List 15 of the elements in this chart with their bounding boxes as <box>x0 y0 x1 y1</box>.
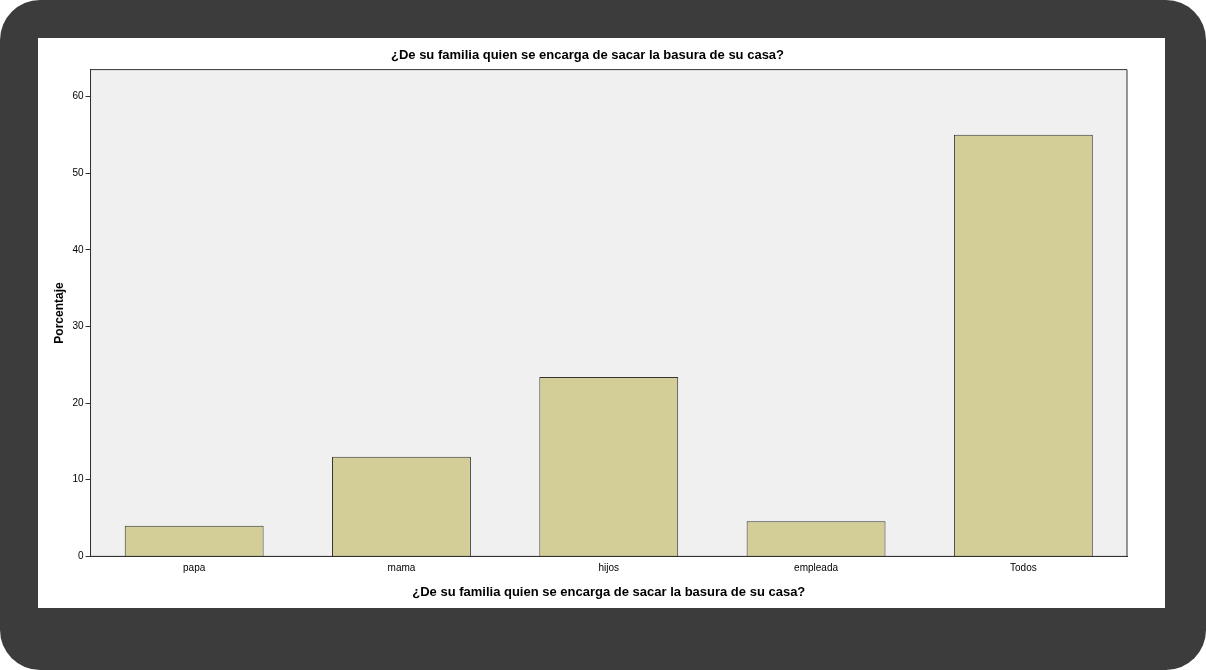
x-tick-label: empleada <box>794 562 839 574</box>
y-tick-label: 50 <box>72 166 84 178</box>
y-axis-title: Porcentaje <box>51 281 66 344</box>
x-tick-label: papa <box>183 562 206 574</box>
x-axis-title: ¿De su familia quien se encarga de sacar la basura de su casa? <box>412 583 806 599</box>
chart-title: ¿De su familia quien se encarga de sacar la basura de su casa? <box>390 47 785 63</box>
y-tick-label: 10 <box>72 473 84 485</box>
x-tick-label: mama <box>387 562 416 574</box>
x-tick-label: Todos <box>1010 562 1037 574</box>
y-tick-label: 60 <box>72 90 84 102</box>
x-tick-label: hijos <box>598 562 620 574</box>
y-tick-label: 30 <box>72 320 84 332</box>
y-tick-label: 20 <box>72 396 84 408</box>
y-tick-label: 40 <box>72 243 84 255</box>
y-tick-label: 0 <box>77 550 84 562</box>
